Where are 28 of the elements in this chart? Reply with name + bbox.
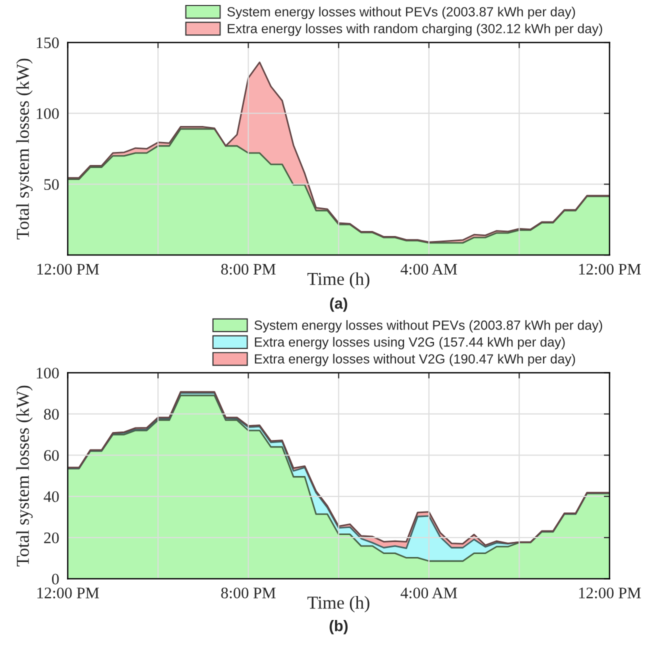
legend-label: Extra energy losses with random charging (302.12 kWh per day) [228,24,602,36]
legend-label: Extra energy losses without V2G (190.47 kWh per day) [254,354,575,366]
x-axis-title: Time (h) [307,596,370,612]
x-tick-label: 12:00 PM [579,588,641,598]
y-tick-label: 50 [44,179,59,190]
text: (b) [330,620,348,634]
x-tick-label: 4:00 AM [400,588,458,598]
legend-label: System energy losses without PEVs (2003.87 kWh per day) [254,320,602,332]
y-tick-label: 100 [36,108,59,120]
x-tick-label: 8:00 PM [221,588,276,598]
legend-label: Extra energy losses using V2G (157.44 kWh per day) [254,337,565,350]
x-axis-title: Time (h) [307,272,370,289]
y-tick-label: 0 [52,574,59,584]
x-tick-label: 8:00 PM [221,264,276,275]
y-tick-label: 100 [36,368,59,378]
y-tick-label: 40 [44,491,59,502]
y-tick-label: 150 [36,37,59,48]
x-tick-label: 12:00 PM [37,264,99,275]
y-axis-title: Total system losses (kW) [16,386,33,566]
y-tick-label: 20 [44,532,59,544]
y-tick-label: 60 [44,450,59,461]
x-tick-label: 4:00 AM [400,264,458,275]
x-tick-label: 12:00 PM [579,264,641,275]
text: (a) [330,298,348,312]
legend-label: System energy losses without PEVs (2003.87 kWh per day) [227,6,575,20]
x-tick-label: 12:00 PM [37,588,99,598]
y-axis-title: Total system losses (kW) [16,58,33,240]
y-tick-label: 80 [44,408,59,420]
